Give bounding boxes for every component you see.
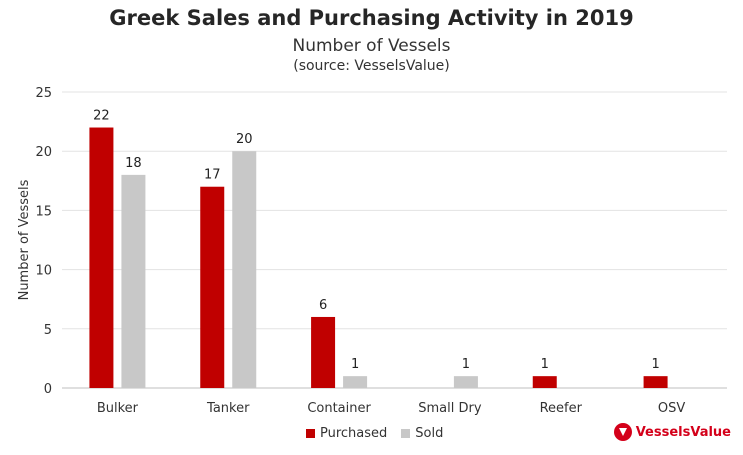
- data-label: 17: [204, 168, 221, 183]
- data-label: 1: [541, 357, 549, 372]
- y-tick-label: 15: [35, 204, 52, 219]
- y-tick-label: 25: [35, 86, 52, 101]
- data-label: 1: [351, 357, 359, 372]
- data-label: 1: [462, 357, 470, 372]
- y-tick-label: 10: [35, 264, 52, 279]
- chart-title: Greek Sales and Purchasing Activity in 2…: [109, 6, 634, 30]
- data-label: 1: [651, 357, 659, 372]
- bar-sold-bulker: [121, 174, 146, 388]
- legend-label-purchased: Purchased: [320, 426, 388, 441]
- x-tick-label: Small Dry: [418, 401, 482, 416]
- legend-item-purchased: Purchased: [306, 426, 387, 441]
- y-tick-label: 20: [35, 145, 52, 160]
- legend-swatch-sold: [401, 429, 411, 438]
- legend-item-sold: Sold: [401, 426, 443, 441]
- bar-purchased-tanker: [200, 186, 225, 388]
- vesselsvalue-logo: VesselsValue: [613, 423, 731, 441]
- x-tick-label: OSV: [658, 401, 685, 416]
- y-axis-label: Number of Vessels: [17, 179, 32, 300]
- data-label: 22: [93, 109, 110, 124]
- x-tick-label: Reefer: [540, 401, 583, 416]
- x-tick-label: Bulker: [97, 401, 139, 416]
- bar-sold-small-dry: [453, 376, 478, 388]
- data-label: 20: [236, 132, 253, 147]
- legend-swatch-purchased: [306, 429, 315, 438]
- legend-label-sold: Sold: [415, 426, 444, 441]
- logo-text: VesselsValue: [635, 424, 731, 440]
- bar-sold-tanker: [232, 151, 257, 388]
- y-tick-label: 0: [44, 382, 52, 397]
- chart-source-note: (source: VesselsValue): [293, 58, 450, 74]
- bar-purchased-container: [311, 316, 336, 388]
- chart-subtitle: Number of Vessels: [292, 36, 451, 56]
- bar-sold-container: [343, 376, 368, 388]
- y-tick-label: 5: [44, 323, 52, 338]
- chart-legend: Purchased Sold: [306, 426, 443, 441]
- x-tick-label: Container: [307, 401, 371, 416]
- bar-purchased-bulker: [89, 127, 114, 389]
- data-label: 6: [319, 298, 327, 313]
- data-label: 18: [125, 156, 142, 171]
- bar-purchased-reefer: [532, 376, 557, 388]
- x-tick-label: Tanker: [206, 401, 250, 416]
- bar-purchased-osv: [643, 376, 668, 388]
- logo-mark-icon: [613, 423, 632, 441]
